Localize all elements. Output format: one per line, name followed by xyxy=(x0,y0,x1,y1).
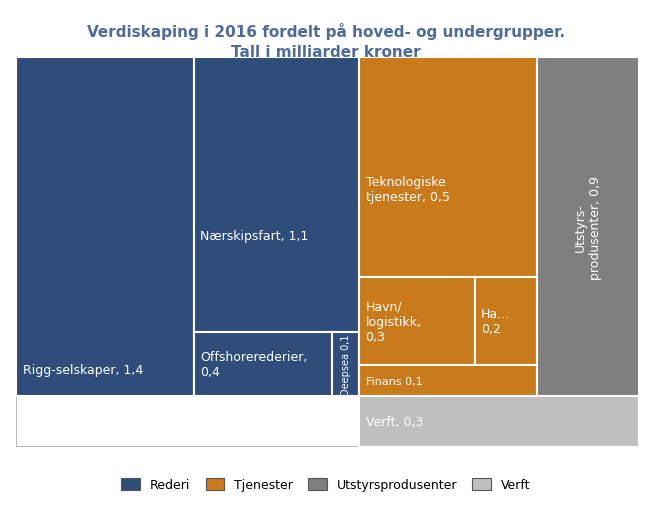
Bar xyxy=(194,332,332,396)
Text: Offshorerederier,
0,4: Offshorerederier, 0,4 xyxy=(200,350,307,378)
Text: Utstyrs-
produsenter, 0,9: Utstyrs- produsenter, 0,9 xyxy=(574,175,602,279)
Text: Teknologiske
tjenester, 0,5: Teknologiske tjenester, 0,5 xyxy=(366,176,450,204)
Bar xyxy=(537,58,639,396)
Bar xyxy=(359,58,537,278)
Bar xyxy=(475,278,537,365)
Bar xyxy=(359,278,475,365)
Text: Havn/
logistikk,
0,3: Havn/ logistikk, 0,3 xyxy=(366,300,422,343)
Bar xyxy=(359,396,639,447)
Text: Nærskipsfart, 1,1: Nærskipsfart, 1,1 xyxy=(200,230,308,243)
Text: Verdiskaping i 2016 fordelt på hoved- og undergrupper.
Tall i milliarder kroner: Verdiskaping i 2016 fordelt på hoved- og… xyxy=(87,23,565,60)
Bar xyxy=(194,58,378,332)
Text: Finans 0,1: Finans 0,1 xyxy=(366,376,422,386)
Text: Rigg-selskaper, 1,4: Rigg-selskaper, 1,4 xyxy=(23,363,143,376)
Text: Verft, 0,3: Verft, 0,3 xyxy=(366,415,423,428)
Legend: Rederi, Tjenester, Utstyrsprodusenter, Verft: Rederi, Tjenester, Utstyrsprodusenter, V… xyxy=(116,473,536,496)
Text: Deepsea 0,1: Deepsea 0,1 xyxy=(341,334,351,395)
Bar xyxy=(16,58,194,396)
Bar xyxy=(332,332,359,396)
Bar xyxy=(359,365,537,396)
Text: Ha...
0,2: Ha... 0,2 xyxy=(481,308,510,335)
